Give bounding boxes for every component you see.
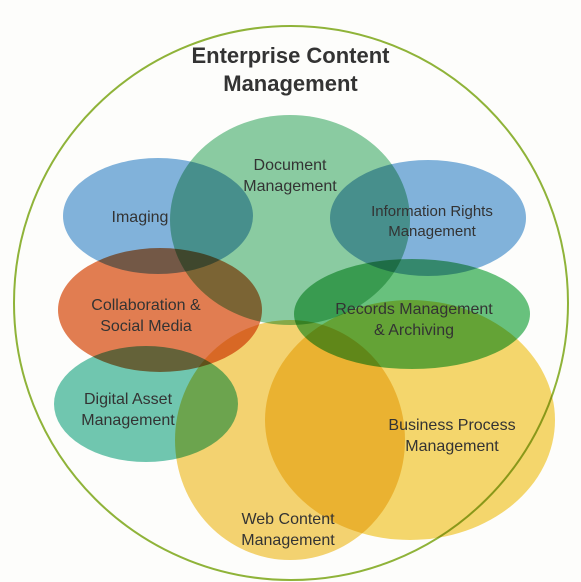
label-web-content: Web Content Management xyxy=(168,510,408,552)
ecm-venn-diagram: Enterprise Content Management Document M… xyxy=(0,0,581,582)
diagram-title: Enterprise Content Management xyxy=(0,42,581,97)
label-document-mgmt: Document Management xyxy=(170,156,410,198)
label-collab-social: Collaboration & Social Media xyxy=(26,296,266,338)
label-records-archiving: Records Management & Archiving xyxy=(294,300,534,342)
label-digital-asset: Digital Asset Management xyxy=(8,390,248,432)
label-business-process: Business Process Management xyxy=(332,416,572,458)
label-info-rights: Information Rights Management xyxy=(312,202,552,241)
label-imaging: Imaging xyxy=(20,208,260,229)
